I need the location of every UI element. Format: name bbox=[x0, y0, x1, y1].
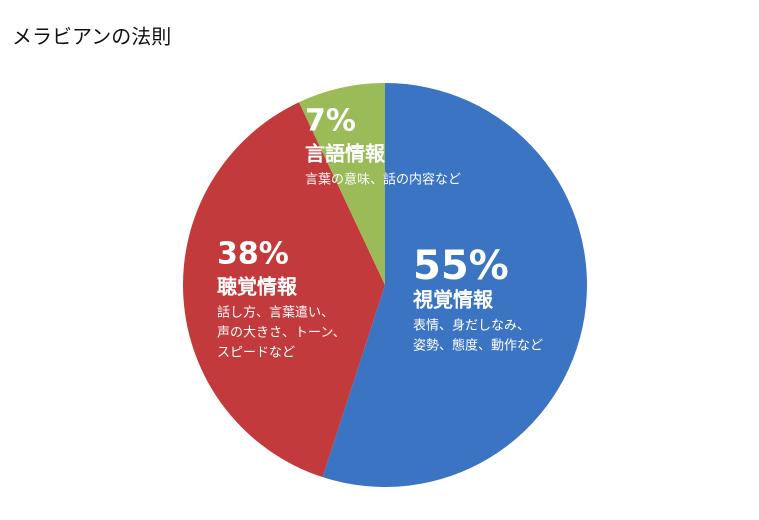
description: 話し方、言葉遣い、 bbox=[217, 305, 334, 321]
value-label: 7% bbox=[305, 104, 356, 139]
category-label: 言語情報 bbox=[305, 142, 386, 166]
description: スピードなど bbox=[217, 346, 295, 361]
description: 言葉の意味、話の内容など bbox=[305, 172, 461, 188]
description: 声の大きさ、トーン、 bbox=[217, 326, 346, 341]
value-label: 38% bbox=[217, 237, 289, 272]
category-label: 聴覚情報 bbox=[217, 275, 298, 299]
pie-slice bbox=[298, 83, 385, 285]
description: 姿勢、態度、動作など bbox=[413, 338, 543, 354]
pie-slice bbox=[183, 102, 385, 478]
category-label: 視覚情報 bbox=[412, 288, 494, 312]
description: 表情、身だしなみ、 bbox=[413, 318, 530, 334]
chart-title: メラビアンの法則 bbox=[12, 25, 171, 49]
value-label: 55% bbox=[413, 243, 509, 289]
pie-slice bbox=[322, 83, 587, 487]
